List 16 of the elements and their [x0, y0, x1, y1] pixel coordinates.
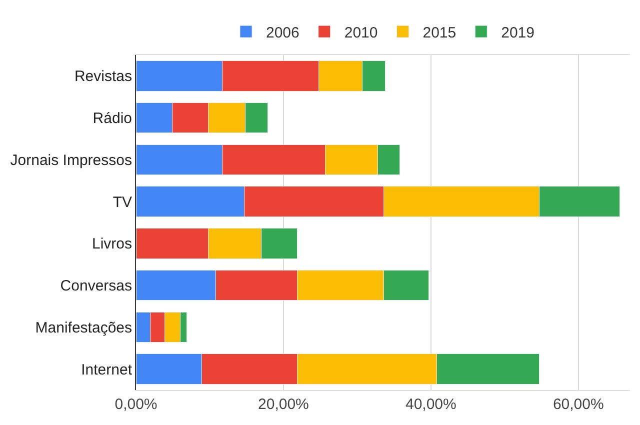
legend-label: 2015	[422, 24, 456, 42]
y-tick-label: Manifestações	[35, 319, 132, 336]
y-tick-label: Livros	[92, 236, 132, 253]
x-tick-label: 0,00%	[114, 396, 158, 413]
x-tick-label: 60,00%	[552, 396, 604, 413]
y-tick-label: Conversas	[60, 278, 132, 295]
y-tick-label: Rádio	[92, 110, 132, 128]
legend-label: 2019	[501, 24, 534, 42]
legend-label: 2006	[266, 24, 300, 42]
x-tick-label: 40,00%	[405, 396, 456, 413]
y-tick-label: Internet	[81, 361, 133, 378]
y-tick-label: Jornais Impressos	[10, 152, 132, 169]
x-tick-label: 20,00%	[258, 396, 309, 413]
legend-label: 2010	[344, 24, 378, 42]
y-tick-label: TV	[112, 194, 132, 211]
y-tick-label: Revistas	[74, 68, 132, 86]
